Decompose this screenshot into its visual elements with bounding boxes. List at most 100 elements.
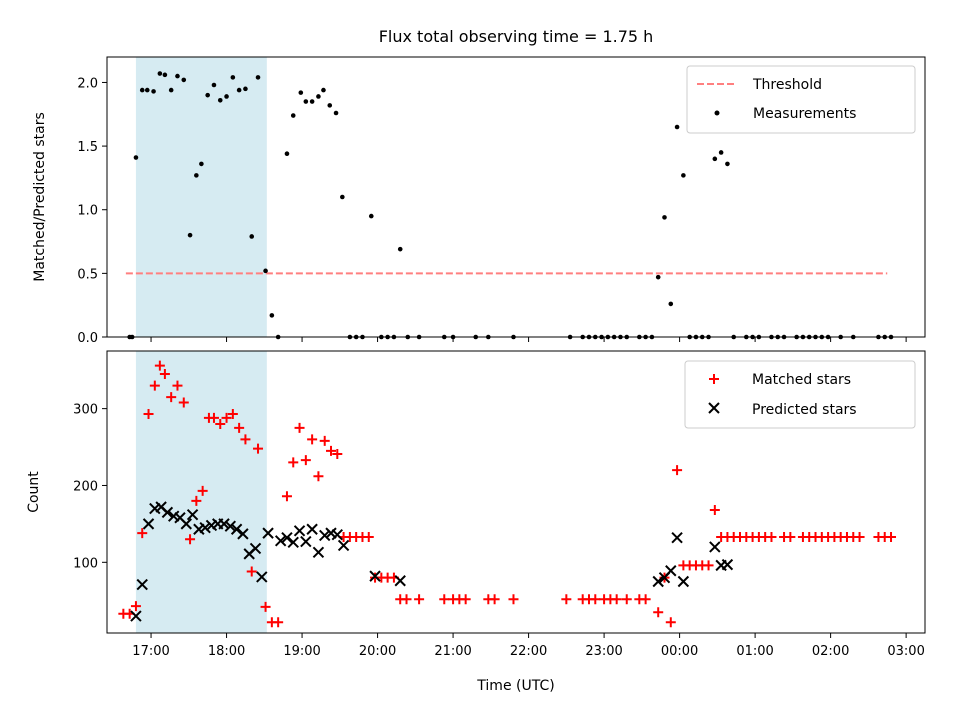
data-point	[677, 575, 690, 588]
data-point	[149, 380, 160, 391]
data-point	[159, 369, 170, 380]
data-point	[256, 571, 268, 583]
data-point	[621, 594, 632, 605]
data-point	[394, 575, 406, 587]
data-point	[369, 570, 381, 582]
data-point	[653, 607, 664, 618]
data-point	[197, 485, 208, 496]
data-point	[208, 412, 219, 423]
data-point	[306, 523, 318, 535]
data-point	[180, 518, 192, 530]
data-point	[590, 594, 601, 605]
x-tick-label: 02:00	[812, 644, 849, 659]
data-point	[293, 525, 306, 537]
x-tick-label: 01:00	[736, 644, 773, 659]
top-legend: Threshold Measurements	[686, 65, 916, 134]
data-point	[709, 505, 720, 516]
data-point	[133, 155, 139, 160]
data-point	[144, 87, 150, 93]
data-point	[191, 495, 202, 506]
data-point	[230, 75, 236, 80]
data-point	[236, 87, 242, 93]
data-point	[172, 380, 183, 391]
data-point	[668, 301, 674, 307]
data-point	[194, 173, 199, 178]
top-x-ticks	[150, 337, 907, 342]
x-tick-label: 18:00	[208, 644, 245, 659]
y-tick-label: 200	[73, 479, 98, 494]
data-point	[785, 531, 796, 542]
series-predicted-stars	[130, 501, 734, 622]
data-point	[287, 536, 299, 549]
data-point	[662, 215, 667, 220]
data-point	[224, 520, 237, 532]
x-tick-label: 19:00	[283, 644, 320, 659]
data-point	[199, 161, 204, 167]
data-point	[886, 531, 897, 542]
data-point	[273, 617, 284, 628]
y-tick-label: 1.5	[77, 140, 98, 155]
data-point	[489, 594, 500, 605]
data-point	[260, 601, 271, 612]
x-tick-label: 03:00	[887, 644, 924, 659]
data-point	[243, 86, 248, 92]
y-tick-label: 1.0	[77, 204, 98, 219]
data-point	[181, 77, 187, 83]
data-point	[640, 594, 651, 605]
data-point	[332, 448, 343, 459]
x-axis-label: Time (UTC)	[476, 678, 554, 694]
top-panel: 0.00.51.01.52.0 Matched/Predicted stars …	[32, 56, 926, 346]
bottom-shaded-interval	[135, 351, 267, 633]
data-point	[157, 71, 163, 76]
data-point	[363, 531, 374, 542]
top-axes-frame	[106, 56, 926, 338]
data-point	[162, 72, 168, 78]
data-point	[290, 113, 296, 118]
data-point	[262, 527, 274, 539]
data-point	[161, 506, 174, 519]
data-point	[186, 508, 199, 521]
data-point	[312, 546, 325, 559]
data-point	[178, 397, 189, 408]
data-point	[309, 99, 315, 104]
data-point	[414, 594, 425, 605]
data-point	[561, 594, 572, 605]
data-point	[269, 313, 275, 318]
data-point	[331, 528, 344, 541]
data-point	[671, 532, 683, 544]
x-tick-label: 17:00	[132, 644, 169, 659]
data-point	[175, 73, 180, 79]
data-point	[237, 528, 249, 540]
bottom-y-axis-label: Count	[26, 471, 42, 513]
x-tick-label: 22:00	[510, 644, 547, 659]
bottom-y-ticks: 100 200 300	[73, 403, 107, 571]
data-point	[319, 529, 331, 542]
data-point	[284, 151, 290, 157]
data-point	[326, 445, 337, 456]
data-point	[303, 99, 309, 104]
x-tick-label: 21:00	[434, 644, 471, 659]
bottom-panel: 100 200 300 17:00 18:00 19:00 20:00 21:00 22:00…	[26, 350, 926, 694]
x-tick-label: 00:00	[661, 644, 698, 659]
data-point	[211, 82, 217, 88]
data-point	[249, 234, 255, 239]
data-point	[288, 457, 299, 468]
data-point	[300, 535, 312, 548]
data-point	[137, 528, 148, 539]
data-point	[674, 124, 680, 130]
data-point	[712, 156, 718, 162]
data-point	[221, 412, 232, 423]
data-point	[227, 409, 238, 420]
series-matched-stars	[118, 360, 897, 628]
data-point	[307, 434, 318, 445]
legend-predicted-swatch	[708, 402, 720, 414]
data-point	[508, 594, 519, 605]
chart-title: Flux total observing time = 1.75 h	[379, 27, 654, 46]
data-point	[130, 610, 142, 622]
data-point	[337, 539, 350, 552]
data-point	[703, 560, 714, 571]
data-point	[249, 542, 262, 555]
bottom-legend-box	[684, 360, 916, 429]
data-point	[240, 434, 251, 445]
